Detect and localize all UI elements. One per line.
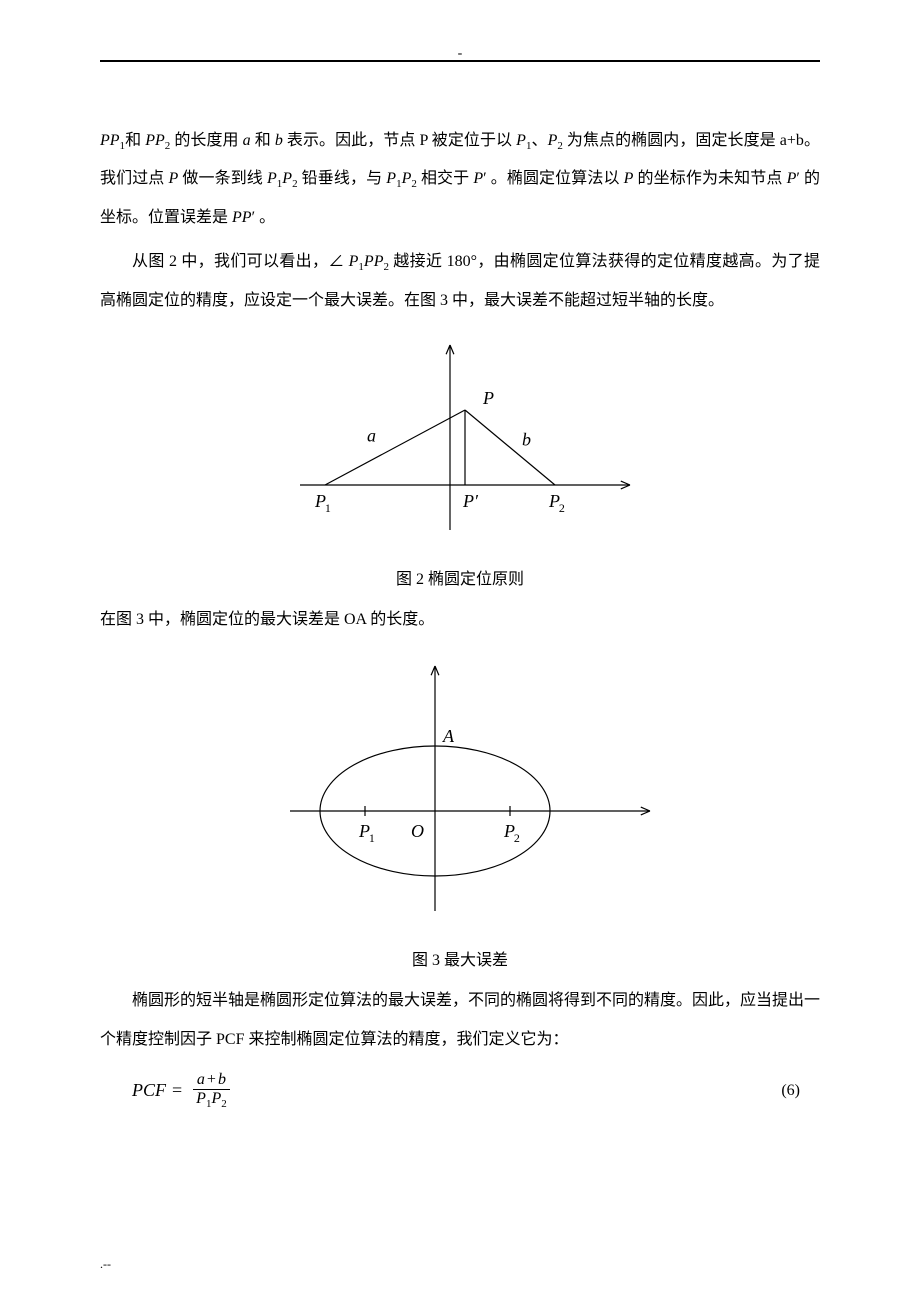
text: 。椭圆定位算法以 (487, 170, 624, 187)
eq-equals: = (172, 1080, 182, 1101)
figure-3-svg: AP1P2O (250, 651, 670, 931)
svg-text:2: 2 (514, 831, 520, 845)
text: 铅垂线，与 (298, 170, 387, 187)
text: P (473, 170, 483, 187)
text: 。 (255, 209, 275, 226)
figure-2: PabP1P2P′ (100, 330, 820, 555)
text: P (211, 1090, 221, 1107)
text-after-fig2: 在图 3 中，椭圆定位的最大误差是 OA 的长度。 (100, 601, 820, 639)
text: P (516, 132, 526, 149)
text: PP (145, 132, 165, 149)
paragraph-2: 从图 2 中，我们可以看出，∠ P1PP2 越接近 180°，由椭圆定位算法获得… (100, 243, 820, 320)
caption-figure-3: 图 3 最大误差 (100, 946, 820, 970)
text: 相交于 (417, 170, 474, 187)
text: P (349, 253, 359, 270)
header-dash: - (458, 46, 463, 62)
text: b (275, 132, 283, 149)
text: b (218, 1071, 226, 1088)
equation-6-expr: PCF = a+b P1P2 (132, 1071, 235, 1110)
svg-text:b: b (522, 429, 531, 449)
svg-text:P: P (482, 388, 494, 408)
text: 的坐标作为未知节点 (633, 170, 786, 187)
paragraph-1: PP1和 PP2 的长度用 a 和 b 表示。因此，节点 P 被定位于以 P1、… (100, 122, 820, 237)
subscript: 2 (221, 1098, 227, 1110)
text: 从图 2 中，我们可以看出，∠ (132, 253, 349, 270)
caption-figure-2: 图 2 椭圆定位原则 (100, 565, 820, 589)
text: a (197, 1071, 205, 1088)
text: P (624, 170, 634, 187)
text: 、 (531, 132, 547, 149)
text: P (196, 1090, 206, 1107)
text: 和 (125, 132, 145, 149)
text: P (402, 170, 412, 187)
text: a (243, 132, 251, 149)
text: P (267, 170, 277, 187)
text: 做一条到线 (178, 170, 267, 187)
text: 表示。因此，节点 P 被定位于以 (283, 132, 516, 149)
text: PP (232, 209, 252, 226)
text: P (787, 170, 797, 187)
text: P (282, 170, 292, 187)
paragraph-3: 椭圆形的短半轴是椭圆形定位算法的最大误差，不同的椭圆将得到不同的精度。因此，应当… (100, 982, 820, 1059)
svg-text:1: 1 (325, 501, 331, 515)
equation-number: (6) (781, 1082, 820, 1100)
figure-3: AP1P2O (100, 651, 820, 936)
svg-text:1: 1 (369, 831, 375, 845)
svg-text:2: 2 (559, 501, 565, 515)
eq-numerator: a+b (193, 1071, 230, 1090)
text: P (169, 170, 179, 187)
svg-text:a: a (367, 425, 376, 445)
header-rule: - (100, 60, 820, 62)
footer-text: .-- (100, 1257, 111, 1272)
text: PP (100, 132, 120, 149)
text: 的长度用 (170, 132, 242, 149)
text: PP (364, 253, 384, 270)
svg-text:O: O (411, 821, 424, 841)
equation-6: PCF = a+b P1P2 (6) (100, 1071, 820, 1110)
text: 和 (251, 132, 275, 149)
text: P (548, 132, 558, 149)
eq-fraction: a+b P1P2 (192, 1071, 231, 1110)
eq-denominator: P1P2 (192, 1090, 231, 1110)
text: 椭圆形的短半轴是椭圆形定位算法的最大误差，不同的椭圆将得到不同的精度。因此，应当… (100, 992, 820, 1047)
eq-lhs: PCF (132, 1080, 166, 1101)
figure-2-svg: PabP1P2P′ (270, 330, 650, 550)
text: P (386, 170, 396, 187)
text: + (207, 1071, 216, 1088)
svg-text:P′: P′ (462, 491, 479, 511)
svg-text:A: A (442, 726, 455, 746)
